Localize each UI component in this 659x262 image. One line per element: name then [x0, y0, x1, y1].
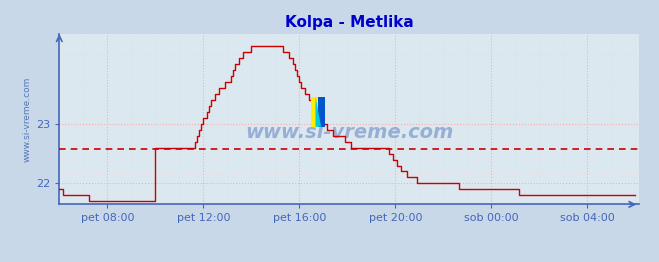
Polygon shape: [316, 97, 321, 127]
Text: www.si-vreme.com: www.si-vreme.com: [245, 123, 453, 142]
Bar: [311, 97, 326, 127]
Title: Kolpa - Metlika: Kolpa - Metlika: [285, 15, 414, 30]
Y-axis label: www.si-vreme.com: www.si-vreme.com: [23, 77, 32, 162]
Bar: [318, 97, 326, 127]
